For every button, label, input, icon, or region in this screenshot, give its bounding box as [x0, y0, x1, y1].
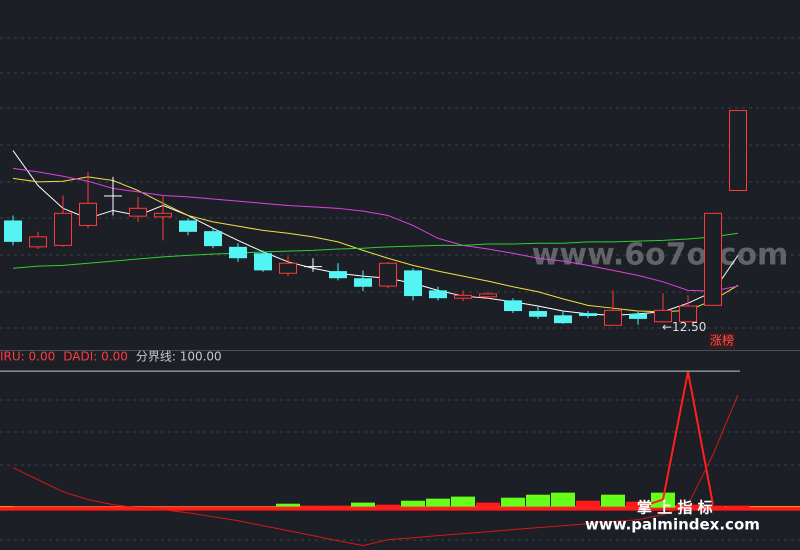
candle-body: [254, 253, 272, 271]
candle-body: [479, 293, 497, 298]
indicator-label: IRU: 0.00: [0, 350, 55, 364]
candle-body: [104, 195, 122, 197]
low-annotation: ←12.50: [662, 320, 706, 334]
watermark: www.6o7o.com: [532, 238, 789, 273]
candle-body: [154, 212, 172, 218]
indicator-bar: [576, 500, 600, 508]
grid: [0, 37, 800, 541]
candle-body: [604, 309, 622, 326]
candle-body: [504, 300, 522, 312]
candle-body: [529, 311, 547, 317]
indicator-bar: [526, 494, 550, 508]
candle-body: [79, 202, 97, 226]
indicator-line: [13, 371, 714, 509]
candle-body: [629, 313, 647, 319]
indicator-bar: [676, 504, 700, 508]
indicator-label: 分界线: 100.00: [136, 350, 222, 364]
candle-body: [704, 212, 722, 306]
indicator-bar: [601, 494, 625, 508]
candle-body: [429, 290, 447, 299]
watermark: 掌 上 指 标: [637, 499, 713, 517]
indicator-bar: [501, 497, 525, 508]
indicator-bar: [276, 503, 300, 508]
limit-tag: 涨榜: [710, 333, 734, 348]
indicator-bar: [551, 492, 575, 508]
limit-tag-bg: [709, 333, 735, 349]
indicator-bar: [701, 505, 725, 508]
moving-average: [12, 176, 739, 313]
candle-body: [379, 262, 397, 287]
candle-body: [304, 266, 322, 268]
indicator-label: DADI: 0.00: [63, 350, 128, 364]
indicator-line: [12, 394, 739, 547]
indicator-bar: [726, 505, 750, 508]
candle-body: [729, 110, 747, 191]
moving-average: [12, 167, 739, 292]
candle-body: [54, 212, 72, 246]
candle-body: [204, 231, 222, 247]
indicator-bar: [301, 505, 325, 508]
candle-body: [129, 207, 147, 217]
indicator-bar: [326, 505, 350, 508]
candle-body: [354, 278, 372, 287]
candle-body: [654, 309, 672, 323]
candle-body: [404, 270, 422, 297]
indicator-bar: [626, 501, 650, 508]
indicator-bar: [351, 502, 375, 508]
candle-body: [554, 315, 572, 324]
moving-average: [12, 232, 739, 269]
watermark: www.palmindex.com: [585, 516, 760, 534]
candle-body: [679, 305, 697, 323]
candle-body: [454, 294, 472, 299]
indicator-bar: [426, 498, 450, 508]
indicator-bar: [376, 504, 400, 508]
moving-average: [12, 150, 739, 316]
indicator-bar: [476, 502, 500, 508]
candle-body: [579, 313, 597, 317]
indicator-bar: [401, 500, 425, 508]
candle-body: [279, 262, 297, 274]
candle-body: [229, 246, 247, 259]
candle-body: [329, 271, 347, 279]
candle-body: [29, 236, 47, 248]
candle-body: [179, 220, 197, 232]
candle-body: [4, 220, 22, 242]
indicator-bar: [451, 496, 475, 508]
